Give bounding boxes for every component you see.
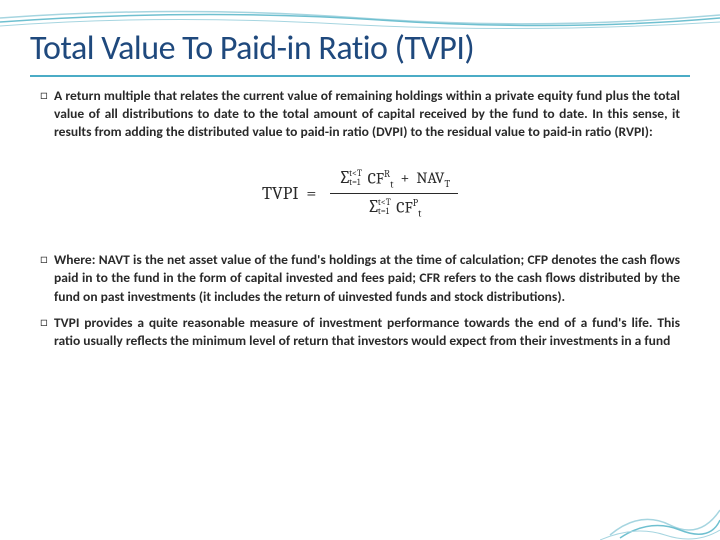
bullet-marker-icon: □ xyxy=(40,314,54,350)
title-underline xyxy=(30,75,690,77)
content-area: □ A return multiple that relates the cur… xyxy=(0,87,720,351)
formula-numerator: ∑t<Tt=1 CFRt + NAVT xyxy=(330,165,458,194)
bullet-item: □ A return multiple that relates the cur… xyxy=(40,87,680,142)
bullet-item: □ Where: NAVT is the net asset value of … xyxy=(40,251,680,306)
formula-lhs: TVPI xyxy=(262,183,299,204)
decorative-wave-top xyxy=(0,0,720,40)
bullet-marker-icon: □ xyxy=(40,87,54,142)
formula-eq: = xyxy=(306,183,316,204)
bullet-text: Where: NAVT is the net asset value of th… xyxy=(54,251,680,306)
formula-denominator: ∑t<Tt=1 CFPt xyxy=(330,194,458,222)
bullet-item: □ TVPI provides a quite reasonable measu… xyxy=(40,314,680,350)
formula-fraction: ∑t<Tt=1 CFRt + NAVT ∑t<Tt=1 CFPt xyxy=(330,165,458,221)
bullet-text: TVPI provides a quite reasonable measure… xyxy=(54,314,680,350)
bullet-text: A return multiple that relates the curre… xyxy=(54,87,680,142)
bullet-marker-icon: □ xyxy=(40,251,54,306)
formula-block: TVPI = ∑t<Tt=1 CFRt + NAVT ∑t<Tt=1 CFPt xyxy=(40,165,680,221)
decorative-corner-icon xyxy=(600,470,720,540)
